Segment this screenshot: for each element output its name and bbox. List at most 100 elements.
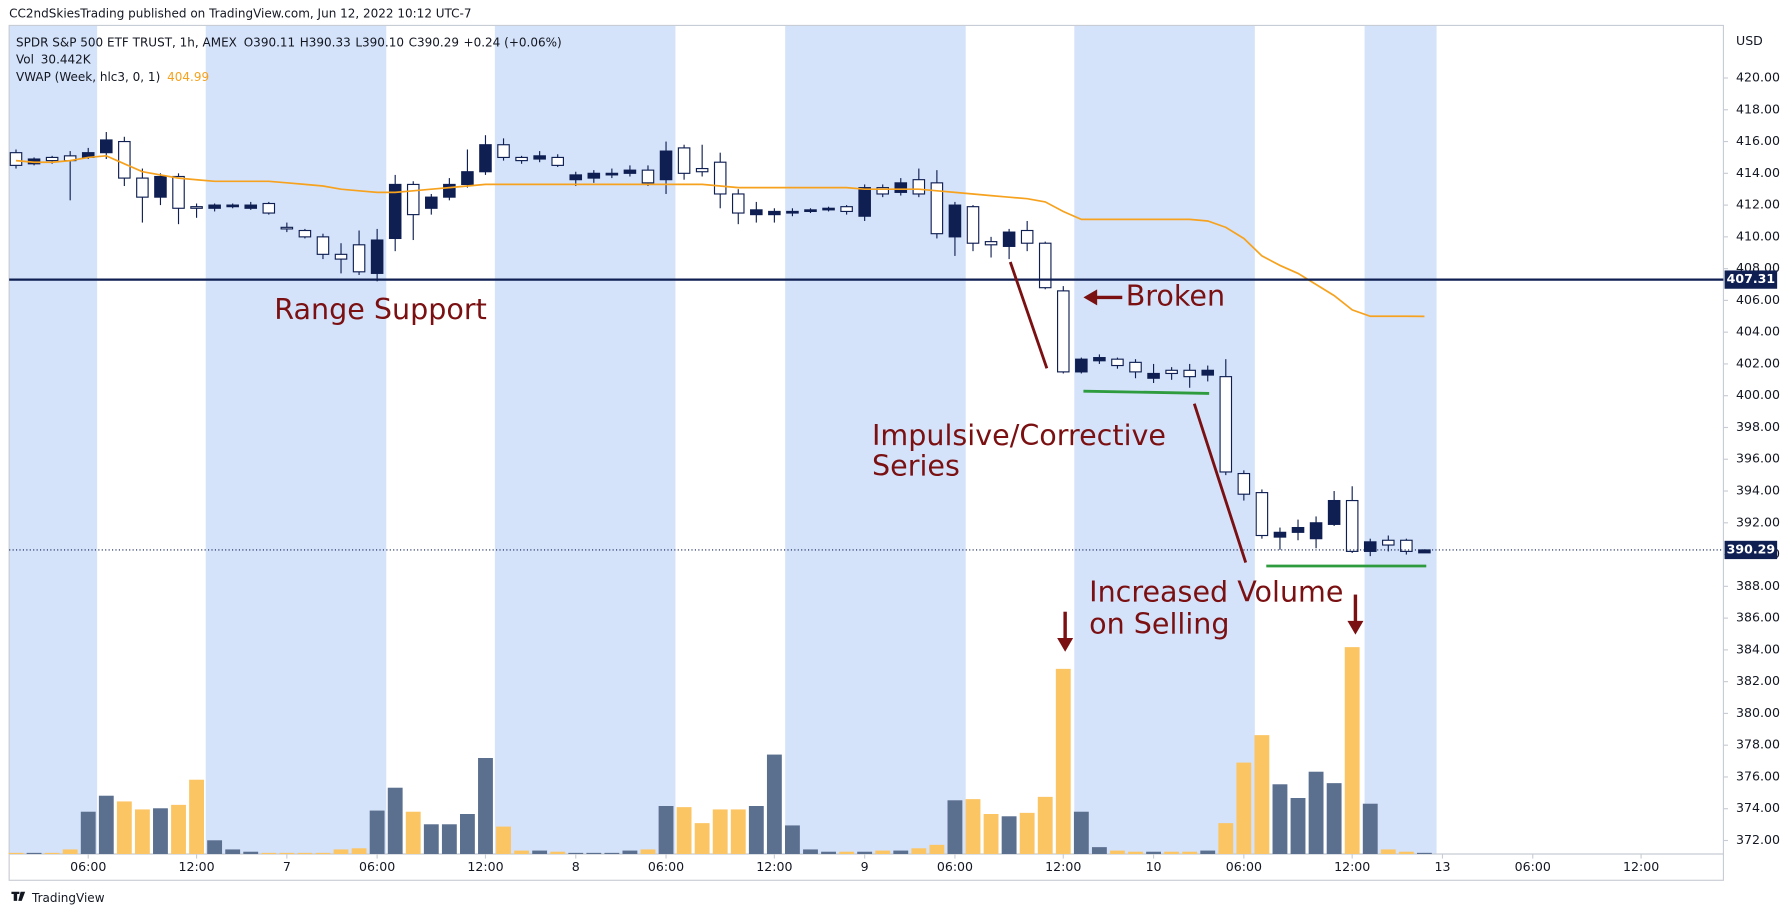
volume-bar <box>1308 771 1324 854</box>
x-tick-label: 06:00 <box>937 859 973 874</box>
y-tick-label: 396.00 <box>1736 451 1780 466</box>
candle-body <box>190 206 203 209</box>
volume-bar <box>676 807 692 854</box>
candle-body <box>1400 539 1413 552</box>
candle-body <box>406 183 420 216</box>
session-band <box>9 25 98 854</box>
volume-bar <box>153 808 168 854</box>
volume-bar <box>1110 850 1125 854</box>
volume-bar <box>586 852 602 854</box>
volume-bar <box>1164 851 1180 854</box>
volume-bar <box>351 848 367 854</box>
candle-body <box>352 244 366 273</box>
ohlc: H390.33 <box>300 35 351 49</box>
candle-body <box>388 183 402 240</box>
candle-body <box>136 177 149 198</box>
trend-line <box>1192 403 1248 564</box>
volume-bar <box>857 851 873 854</box>
y-tick-label: 420.00 <box>1736 70 1780 85</box>
y-tick-label: 376.00 <box>1736 768 1780 783</box>
candle-body <box>244 204 258 209</box>
volume-bar <box>44 852 60 854</box>
volume-bar <box>550 851 566 854</box>
session-band <box>205 25 387 854</box>
session-band <box>785 25 966 854</box>
candle-body <box>1056 290 1070 373</box>
candle-body <box>9 152 23 166</box>
volume-bar <box>297 852 313 854</box>
candle-body <box>1111 358 1124 367</box>
volume-bar <box>875 850 891 854</box>
volume-bar <box>785 825 800 854</box>
marks: 372.00 374.00 376.00 378.00 380.00 382.00 384.… <box>8 70 1780 874</box>
candle-body <box>298 229 312 238</box>
volume-bar <box>658 806 674 854</box>
volume-bar <box>1380 849 1396 854</box>
candle-body <box>948 204 962 238</box>
volume-bar <box>821 851 836 854</box>
y-tick-label: 382.00 <box>1736 673 1780 688</box>
volume-bar <box>26 852 42 854</box>
y-tick-label: 414.00 <box>1736 165 1780 180</box>
volume-bar <box>1037 796 1053 854</box>
candle-body <box>1273 531 1287 538</box>
candle-body <box>659 150 673 181</box>
volume-bar <box>1236 762 1252 854</box>
volume-bar <box>893 850 909 854</box>
change: +0.24 (+0.06%) <box>464 35 562 49</box>
x-tick-label: 7 <box>283 859 291 874</box>
volume-bar <box>532 850 548 854</box>
annotations: Range Support Broken Impulsive/Correctiv… <box>274 261 1427 652</box>
volume-bar <box>261 852 277 854</box>
arrow-head <box>1083 289 1098 306</box>
candle-body <box>100 139 113 154</box>
annotation: on Selling <box>1089 606 1229 640</box>
x-tick-label: 9 <box>861 859 869 874</box>
x-tick-label: 12:00 <box>467 859 503 874</box>
volume-bar <box>640 849 656 854</box>
candle-body <box>1038 242 1052 289</box>
candle-body <box>804 209 817 213</box>
candle-body <box>1382 539 1395 546</box>
y-tick-label: 372.00 <box>1736 832 1780 847</box>
x-tick-label: 06:00 <box>359 859 395 874</box>
candle-body <box>713 161 727 195</box>
volume-bar <box>1416 852 1432 854</box>
plot-frame <box>8 24 1724 881</box>
volume-bar <box>1398 851 1414 854</box>
annotation: Increased Volume <box>1089 574 1343 608</box>
candle-body <box>1002 231 1016 247</box>
y-tick-label: 416.00 <box>1736 133 1780 148</box>
candle-body <box>551 156 564 166</box>
candle-body <box>443 183 456 198</box>
vwap-value: 404.99 <box>167 69 209 83</box>
arrow-head <box>1347 620 1364 635</box>
candle-body <box>262 202 276 214</box>
symbol-legend: SPDR S&P 500 ETF TRUST, 1h, AMEX O390.11 H… <box>16 35 562 49</box>
volume-bar <box>1290 798 1306 854</box>
volume-bar <box>243 851 259 854</box>
brand: TradingView <box>31 891 105 905</box>
candle-body <box>984 241 998 246</box>
candle-body <box>605 172 619 176</box>
volume-bar <box>134 809 150 854</box>
candle-body <box>587 172 601 179</box>
annotation: Series <box>872 449 960 483</box>
volume-bar <box>947 800 963 854</box>
volume-bar <box>983 814 999 854</box>
volume-bar <box>80 811 96 854</box>
candle-body <box>172 175 185 209</box>
y-tick-label: 400.00 <box>1736 387 1780 402</box>
x-tick-label: 06:00 <box>648 859 684 874</box>
volume-bar <box>387 787 403 854</box>
session-band <box>494 25 676 854</box>
y-tick-label: 402.00 <box>1736 355 1780 370</box>
volume-bar <box>965 799 981 854</box>
trend-line <box>1008 261 1049 369</box>
price-label: 390.29 <box>1727 541 1775 556</box>
volume-bar <box>1362 803 1378 854</box>
x-tick-label: 12:00 <box>178 859 214 874</box>
volume-bar <box>568 852 584 854</box>
volume-bar <box>496 826 511 854</box>
